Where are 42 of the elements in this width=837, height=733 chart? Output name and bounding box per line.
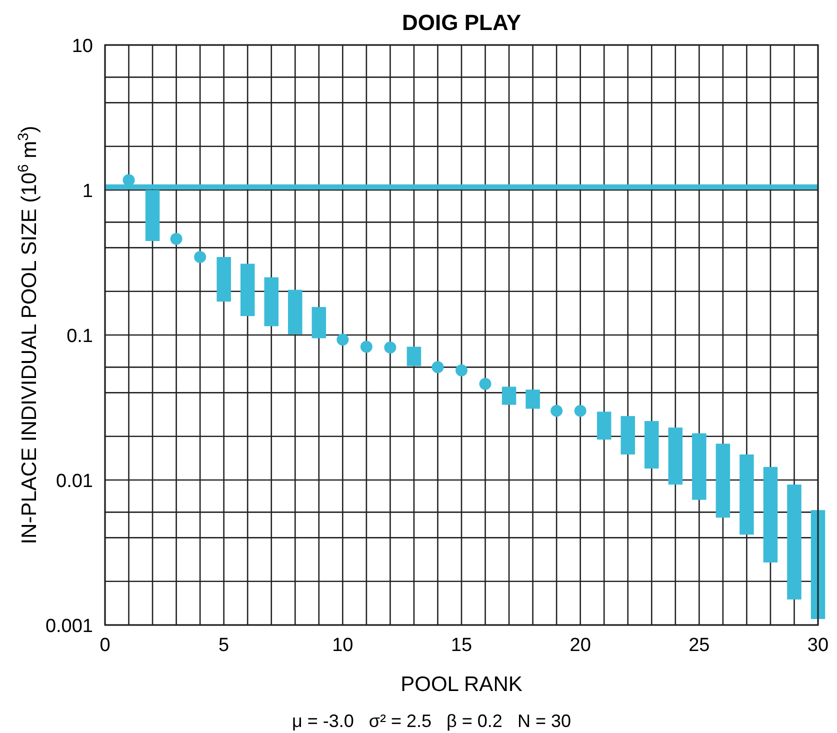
point xyxy=(384,341,396,354)
y-tick-label: 0.1 xyxy=(66,326,93,347)
point xyxy=(432,361,444,374)
bar xyxy=(620,416,635,454)
point xyxy=(360,340,372,353)
bar xyxy=(668,428,683,485)
y-tick-label: 1 xyxy=(82,181,93,202)
point xyxy=(456,364,468,376)
y-tick-label: 0.01 xyxy=(56,471,93,492)
x-tick-label: 20 xyxy=(570,635,591,656)
bar xyxy=(240,264,255,316)
bar xyxy=(288,290,302,334)
bar xyxy=(526,390,540,409)
x-axis-title: POOL RANK xyxy=(400,673,522,696)
bar xyxy=(716,444,730,518)
bar xyxy=(740,454,754,535)
bar xyxy=(644,421,659,469)
point xyxy=(479,378,492,390)
point xyxy=(170,232,182,245)
point xyxy=(336,334,349,346)
bar xyxy=(312,306,326,338)
y-tick-label: 0.001 xyxy=(45,616,93,637)
x-tick-label: 10 xyxy=(332,635,354,656)
x-tick-label: 15 xyxy=(450,635,472,656)
chart-title: DOIG PLAY xyxy=(402,10,522,35)
text: μ = -3.0 σ² = 2.5 β = 0.2 N = 30 xyxy=(292,711,571,731)
bar xyxy=(216,257,231,302)
x-tick-label: 5 xyxy=(218,635,230,656)
point xyxy=(550,404,563,417)
bar xyxy=(502,386,516,405)
bar xyxy=(264,277,278,326)
bar xyxy=(596,412,612,440)
bar xyxy=(787,484,802,600)
point xyxy=(574,404,586,417)
point xyxy=(194,251,206,264)
x-tick-label: 25 xyxy=(688,635,710,656)
x-tick-label: 30 xyxy=(807,635,829,656)
bar xyxy=(763,466,778,562)
bar xyxy=(692,433,706,500)
bar xyxy=(406,346,422,366)
x-tick-label: 0 xyxy=(100,635,110,656)
y-tick-label: 10 xyxy=(72,36,93,57)
